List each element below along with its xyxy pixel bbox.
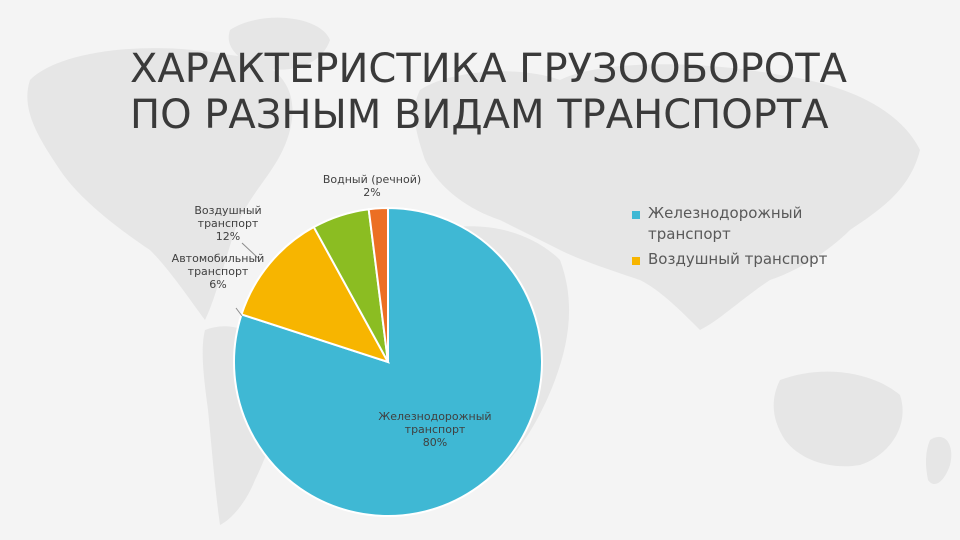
legend-swatch-air	[632, 257, 640, 265]
pie-slice-water[interactable]	[367, 206, 389, 363]
legend-item-rail[interactable]: Железнодорожный транспорт	[632, 203, 862, 245]
data-label-auto: Автомобильный транспорт 6%	[172, 252, 265, 291]
legend-label-rail: Железнодорожный транспорт	[648, 204, 803, 243]
data-label-rail: Железнодорожный транспорт 80%	[378, 410, 491, 449]
leader-line-auto	[235, 307, 243, 317]
legend-swatch-rail	[632, 211, 640, 219]
legend-label-air: Воздушный транспорт	[648, 250, 828, 268]
slide-title: ХАРАКТЕРИСТИКА ГРУЗООБОРОТА ПО РАЗНЫМ ВИ…	[130, 46, 890, 138]
data-label-water: Водный (речной) 2%	[323, 173, 421, 199]
data-label-air: Воздушный транспорт 12%	[194, 204, 261, 243]
leader-line-air	[241, 242, 259, 259]
title-line-2: ПО РАЗНЫМ ВИДАМ ТРАНСПОРТА	[130, 92, 829, 138]
title-line-1: ХАРАКТЕРИСТИКА ГРУЗООБОРОТА	[130, 46, 847, 92]
chart-legend: Железнодорожный транспорт Воздушный тран…	[632, 203, 862, 274]
legend-item-air[interactable]: Воздушный транспорт	[632, 249, 862, 270]
pie-slice-air[interactable]	[240, 225, 391, 364]
